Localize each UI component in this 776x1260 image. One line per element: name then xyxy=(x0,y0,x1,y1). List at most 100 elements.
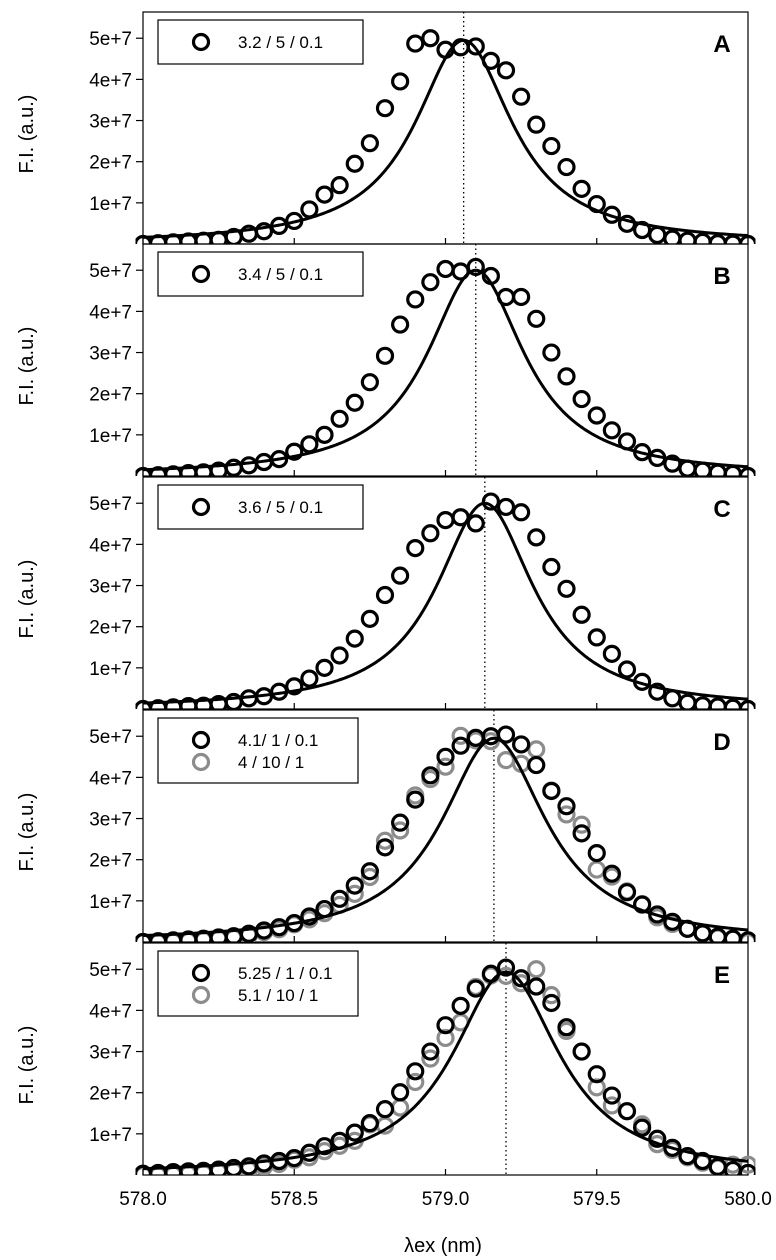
legend-marker xyxy=(191,730,211,750)
data-point xyxy=(572,824,591,843)
data-point xyxy=(391,566,410,585)
panel-label: E xyxy=(714,962,730,989)
data-point xyxy=(723,464,742,476)
panels: 1e+7 2e+7 3e+7 4e+7 5e+7 F.I. (a.u.) 3.2 / 5 /… xyxy=(16,11,756,1176)
y-tick-label: 3e+7 xyxy=(89,577,132,598)
y-tick-label: 2e+7 xyxy=(89,851,132,872)
data-point xyxy=(512,969,531,988)
data-point xyxy=(557,157,576,177)
data-point xyxy=(436,511,455,530)
data-point xyxy=(315,1137,334,1156)
data-point xyxy=(466,257,485,277)
data-point xyxy=(602,421,621,440)
data-point xyxy=(633,1118,652,1137)
data-point xyxy=(466,979,485,998)
data-point xyxy=(436,259,455,279)
legend-marker xyxy=(191,264,211,284)
data-point xyxy=(406,790,425,809)
legend-marker xyxy=(191,963,211,983)
data-point xyxy=(360,373,379,392)
x-axis-label: λex (nm) xyxy=(404,1235,482,1257)
data-point xyxy=(345,1123,364,1142)
panel-a: 1e+7 2e+7 3e+7 4e+7 5e+7 F.I. (a.u.) 3.2 / 5 /… xyxy=(16,11,756,245)
data-point xyxy=(738,1163,756,1175)
y-tick-label: 5e+7 xyxy=(89,960,132,981)
y-axis-label: F.I. (a.u.) xyxy=(16,1026,38,1105)
data-point xyxy=(602,864,621,883)
data-point xyxy=(375,831,395,850)
y-tick-label: 5e+7 xyxy=(89,494,132,515)
data-point xyxy=(587,1078,606,1097)
data-point xyxy=(406,1062,425,1081)
data-point xyxy=(738,466,756,476)
legend-label: 3.2 / 5 / 0.1 xyxy=(238,33,323,52)
data-point xyxy=(391,1098,410,1117)
y-tick-label: 3e+7 xyxy=(89,344,132,365)
y-tick-label: 5e+7 xyxy=(89,261,132,282)
data-point xyxy=(330,409,349,428)
data-point xyxy=(663,1138,682,1157)
fit-curve xyxy=(142,38,749,239)
data-point xyxy=(345,393,364,412)
data-point xyxy=(421,29,440,48)
data-point xyxy=(300,907,319,926)
data-point xyxy=(527,740,546,759)
data-point xyxy=(617,883,637,902)
legend-marker xyxy=(191,32,211,52)
data-point xyxy=(527,115,546,134)
data-point xyxy=(557,1018,576,1037)
x-axis-ticks: 578.0 578.5 579.0 579.5 580.0 xyxy=(119,1189,772,1210)
data-point xyxy=(406,538,425,558)
panel-label: C xyxy=(713,496,730,523)
data-point xyxy=(391,72,410,91)
panel-label: B xyxy=(713,263,730,290)
data-point xyxy=(708,463,727,476)
legend-label: 4 / 10 / 1 xyxy=(238,753,304,772)
data-point xyxy=(723,929,742,942)
data-point xyxy=(527,960,546,979)
data-point xyxy=(542,993,561,1013)
data-point xyxy=(315,658,334,677)
y-tick-label: 1e+7 xyxy=(89,892,132,913)
data-point xyxy=(360,134,379,153)
x-tick-label: 579.5 xyxy=(573,1189,621,1210)
fit-curve xyxy=(142,268,749,472)
y-tick-label: 3e+7 xyxy=(89,810,132,831)
data-point xyxy=(572,605,591,624)
fit-curve xyxy=(142,501,749,705)
legend: 3.2 / 5 / 0.1 xyxy=(157,19,364,65)
data-point xyxy=(421,1042,440,1061)
data-point xyxy=(512,503,531,522)
legend-label: 5.25 / 1 / 0.1 xyxy=(238,964,333,983)
data-point xyxy=(587,406,606,425)
y-tick-label: 3e+7 xyxy=(89,112,132,133)
panel-d: 1e+7 2e+7 3e+7 4e+7 5e+7 F.I. (a.u.) 4.1/ 1 / … xyxy=(16,709,756,943)
legend-label: 4.1/ 1 / 0.1 xyxy=(238,731,318,750)
data-point xyxy=(496,725,516,744)
legend-box xyxy=(157,717,359,784)
data-point xyxy=(345,629,364,648)
data-point xyxy=(436,1028,455,1048)
y-tick-label: 2e+7 xyxy=(89,153,132,174)
y-tick-label: 1e+7 xyxy=(89,659,132,680)
data-point xyxy=(406,290,425,309)
data-point xyxy=(527,977,546,996)
data-point xyxy=(360,609,379,628)
data-point xyxy=(330,889,349,908)
data-point xyxy=(451,736,470,755)
legend: 5.25 / 1 / 0.1 5.1 / 10 / 1 xyxy=(157,950,359,1017)
x-tick-label: 579.0 xyxy=(422,1189,470,1210)
data-point xyxy=(693,232,712,244)
y-tick-label: 1e+7 xyxy=(89,1125,132,1146)
data-point xyxy=(330,646,349,665)
data-point xyxy=(602,644,621,663)
data-point xyxy=(557,805,576,824)
legend-label: 3.6 / 5 / 0.1 xyxy=(238,498,323,517)
data-point xyxy=(542,343,561,362)
panel-e: 1e+7 2e+7 3e+7 4e+7 5e+7 F.I. (a.u.) 5.25 / 1 … xyxy=(16,942,756,1176)
data-point xyxy=(466,37,485,56)
data-point xyxy=(602,1086,621,1105)
data-point xyxy=(678,693,697,709)
data-point xyxy=(375,838,395,857)
